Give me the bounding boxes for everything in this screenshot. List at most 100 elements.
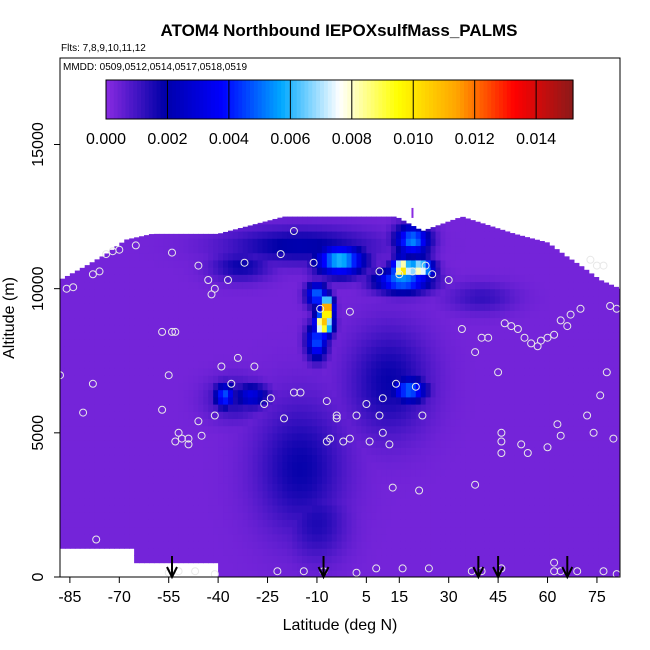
heatmap-cell [173, 454, 180, 463]
heatmap-cell [440, 281, 447, 290]
heatmap-cell [519, 324, 526, 333]
heatmap-cell [529, 245, 535, 254]
heatmap-cell [450, 324, 456, 333]
heatmap-cell [188, 353, 195, 362]
heatmap-cell [544, 252, 550, 261]
heatmap-cell [524, 461, 531, 470]
heatmap-cell [396, 504, 402, 513]
heatmap-cell [336, 526, 343, 535]
heatmap-cell [124, 310, 130, 319]
heatmap-cell [391, 367, 397, 376]
heatmap-cell [331, 461, 338, 470]
heatmap-cell [144, 360, 150, 369]
heatmap-cell [292, 396, 298, 405]
heatmap-cell [341, 526, 348, 535]
heatmap-cell [391, 483, 397, 492]
heatmap-cell [430, 288, 437, 297]
heatmap-cell [573, 324, 580, 333]
heatmap-cell [341, 360, 348, 369]
heatmap-cell [158, 389, 165, 398]
heatmap-cell [356, 483, 363, 492]
heatmap-cell [252, 382, 259, 391]
heatmap-cell [529, 303, 535, 311]
heatmap-cell [188, 367, 195, 376]
heatmap-cell [410, 267, 417, 275]
heatmap-cell [129, 324, 135, 333]
heatmap-cell [74, 360, 81, 369]
heatmap-cell [321, 274, 328, 283]
heatmap-cell [173, 404, 180, 412]
heatmap-cell [223, 454, 229, 463]
heatmap-cell [386, 382, 392, 391]
heatmap-cell [252, 267, 259, 275]
heatmap-cell [321, 267, 328, 275]
heatmap-cell [559, 411, 565, 420]
heatmap-cell [64, 432, 71, 441]
heatmap-cell [326, 223, 333, 232]
heatmap-cell [494, 396, 501, 405]
heatmap-cell [262, 360, 269, 369]
heatmap-cell [193, 310, 199, 319]
heatmap-cell [148, 404, 155, 412]
heatmap-cell [218, 483, 224, 492]
heatmap-cell [124, 497, 130, 506]
heatmap-cell [79, 461, 86, 470]
heatmap-cell [119, 317, 125, 326]
heatmap-cell [391, 533, 397, 542]
heatmap-cell [346, 238, 353, 247]
heatmap-cell [252, 512, 259, 520]
heatmap-cell [139, 339, 145, 347]
heatmap-cell [168, 404, 175, 412]
heatmap-cell [119, 447, 125, 456]
heatmap-cell [381, 447, 387, 456]
heatmap-cell [316, 440, 323, 448]
heatmap-cell [287, 223, 293, 232]
heatmap-cell [242, 540, 249, 549]
heatmap-cell [361, 432, 367, 441]
heatmap-cell [168, 504, 175, 513]
heatmap-cell [302, 216, 308, 225]
heatmap-cell [79, 281, 86, 290]
heatmap-cell [134, 360, 140, 369]
heatmap-cell [445, 425, 451, 434]
heatmap-cell [440, 223, 447, 232]
heatmap-cell [509, 483, 516, 492]
heatmap-cell [208, 512, 214, 520]
heatmap-cell [450, 346, 456, 355]
heatmap-cell [262, 221, 269, 225]
heatmap-cell [267, 259, 274, 268]
heatmap-cell [124, 519, 130, 528]
heatmap-cell [228, 548, 234, 556]
heatmap-cell [218, 440, 224, 448]
heatmap-cell [223, 504, 229, 513]
heatmap-cell [109, 389, 115, 398]
heatmap-cell [504, 447, 511, 456]
heatmap-cell [450, 360, 456, 369]
heatmap-cell [272, 252, 279, 261]
heatmap-cell [455, 252, 461, 261]
heatmap-cell [242, 353, 249, 362]
heatmap-cell [430, 281, 437, 290]
heatmap-cell [148, 504, 155, 513]
heatmap-cell [89, 440, 96, 448]
heatmap-cell [331, 245, 338, 254]
heatmap-cell [326, 331, 333, 340]
heatmap-cell [119, 267, 125, 275]
heatmap-cell [405, 360, 412, 369]
heatmap-cell [84, 353, 91, 362]
heatmap-cell [450, 353, 456, 362]
heatmap-cell [321, 303, 328, 311]
heatmap-cell [450, 440, 456, 448]
heatmap-cell [405, 497, 412, 506]
heatmap-cell [425, 274, 432, 283]
heatmap-cell [499, 353, 506, 362]
heatmap-cell [559, 288, 565, 297]
heatmap-cell [336, 267, 343, 275]
heatmap-cell [544, 288, 550, 297]
heatmap-cell [228, 533, 234, 542]
heatmap-cell [139, 396, 145, 405]
heatmap-cell [341, 339, 348, 347]
heatmap-cell [178, 411, 185, 420]
heatmap-cell [494, 504, 501, 513]
heatmap-cell [84, 265, 91, 268]
